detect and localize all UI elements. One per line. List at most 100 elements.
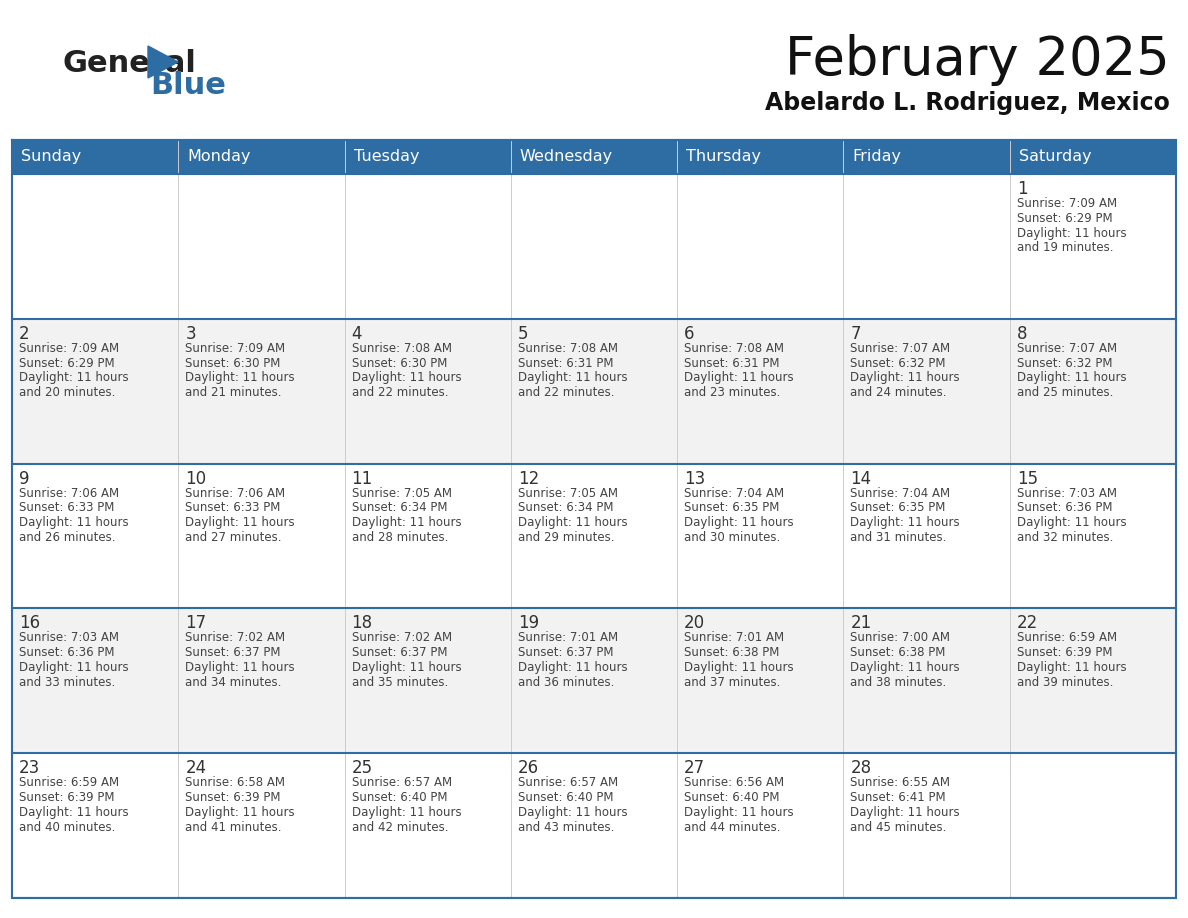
- Text: and 22 minutes.: and 22 minutes.: [352, 386, 448, 399]
- Text: Thursday: Thursday: [687, 150, 762, 164]
- Text: Daylight: 11 hours: Daylight: 11 hours: [851, 372, 960, 385]
- Text: and 29 minutes.: and 29 minutes.: [518, 531, 614, 544]
- Text: 24: 24: [185, 759, 207, 778]
- Text: Sunrise: 6:59 AM: Sunrise: 6:59 AM: [1017, 632, 1117, 644]
- Bar: [511, 464, 677, 609]
- Text: 28: 28: [851, 759, 872, 778]
- Text: Sunset: 6:38 PM: Sunset: 6:38 PM: [851, 646, 946, 659]
- Text: 20: 20: [684, 614, 706, 633]
- Text: February 2025: February 2025: [785, 34, 1170, 86]
- Bar: [843, 319, 1010, 464]
- Text: 2: 2: [19, 325, 30, 342]
- Text: Sunrise: 7:05 AM: Sunrise: 7:05 AM: [518, 487, 618, 499]
- Text: and 24 minutes.: and 24 minutes.: [851, 386, 947, 399]
- Text: 17: 17: [185, 614, 207, 633]
- Text: Sunrise: 7:05 AM: Sunrise: 7:05 AM: [352, 487, 451, 499]
- Text: Abelardo L. Rodriguez, Mexico: Abelardo L. Rodriguez, Mexico: [765, 91, 1170, 115]
- Text: Daylight: 11 hours: Daylight: 11 hours: [352, 661, 461, 674]
- Polygon shape: [148, 46, 178, 78]
- Text: 26: 26: [518, 759, 539, 778]
- Text: Sunrise: 7:03 AM: Sunrise: 7:03 AM: [19, 632, 119, 644]
- Text: Sunset: 6:40 PM: Sunset: 6:40 PM: [352, 791, 447, 804]
- Text: Daylight: 11 hours: Daylight: 11 hours: [851, 806, 960, 819]
- Text: Daylight: 11 hours: Daylight: 11 hours: [1017, 516, 1126, 529]
- Bar: [1010, 174, 1176, 319]
- Text: Sunrise: 7:01 AM: Sunrise: 7:01 AM: [518, 632, 618, 644]
- Text: Daylight: 11 hours: Daylight: 11 hours: [684, 516, 794, 529]
- Text: and 26 minutes.: and 26 minutes.: [19, 531, 115, 544]
- Text: Sunset: 6:37 PM: Sunset: 6:37 PM: [518, 646, 613, 659]
- Text: 14: 14: [851, 470, 872, 487]
- Text: and 33 minutes.: and 33 minutes.: [19, 676, 115, 688]
- Text: and 45 minutes.: and 45 minutes.: [851, 821, 947, 834]
- Bar: [345, 753, 511, 898]
- Bar: [178, 753, 345, 898]
- Text: and 32 minutes.: and 32 minutes.: [1017, 531, 1113, 544]
- Text: Daylight: 11 hours: Daylight: 11 hours: [352, 372, 461, 385]
- Text: Sunrise: 7:00 AM: Sunrise: 7:00 AM: [851, 632, 950, 644]
- Text: Sunrise: 7:03 AM: Sunrise: 7:03 AM: [1017, 487, 1117, 499]
- Text: Sunset: 6:39 PM: Sunset: 6:39 PM: [185, 791, 280, 804]
- Bar: [345, 174, 511, 319]
- Text: and 38 minutes.: and 38 minutes.: [851, 676, 947, 688]
- Text: Sunday: Sunday: [21, 150, 81, 164]
- Bar: [843, 609, 1010, 753]
- Text: 21: 21: [851, 614, 872, 633]
- Text: Daylight: 11 hours: Daylight: 11 hours: [185, 516, 295, 529]
- Text: and 44 minutes.: and 44 minutes.: [684, 821, 781, 834]
- Text: Monday: Monday: [188, 150, 251, 164]
- Text: Daylight: 11 hours: Daylight: 11 hours: [518, 806, 627, 819]
- Bar: [1010, 609, 1176, 753]
- Text: Sunset: 6:34 PM: Sunset: 6:34 PM: [352, 501, 447, 514]
- Bar: [511, 609, 677, 753]
- Bar: [511, 753, 677, 898]
- Text: 8: 8: [1017, 325, 1028, 342]
- Text: Sunrise: 6:59 AM: Sunrise: 6:59 AM: [19, 777, 119, 789]
- Text: Daylight: 11 hours: Daylight: 11 hours: [185, 372, 295, 385]
- Bar: [677, 753, 843, 898]
- Bar: [1010, 464, 1176, 609]
- Text: 12: 12: [518, 470, 539, 487]
- Text: Sunrise: 7:09 AM: Sunrise: 7:09 AM: [1017, 197, 1117, 210]
- Text: Sunrise: 6:57 AM: Sunrise: 6:57 AM: [352, 777, 451, 789]
- Text: Sunrise: 7:01 AM: Sunrise: 7:01 AM: [684, 632, 784, 644]
- Text: Daylight: 11 hours: Daylight: 11 hours: [518, 372, 627, 385]
- Text: Daylight: 11 hours: Daylight: 11 hours: [352, 806, 461, 819]
- Text: 15: 15: [1017, 470, 1038, 487]
- Text: Daylight: 11 hours: Daylight: 11 hours: [684, 806, 794, 819]
- Text: Sunset: 6:34 PM: Sunset: 6:34 PM: [518, 501, 613, 514]
- Text: Wednesday: Wednesday: [520, 150, 613, 164]
- Text: Sunrise: 6:55 AM: Sunrise: 6:55 AM: [851, 777, 950, 789]
- Bar: [178, 464, 345, 609]
- Bar: [677, 319, 843, 464]
- Bar: [12, 464, 178, 609]
- Text: Sunrise: 7:04 AM: Sunrise: 7:04 AM: [851, 487, 950, 499]
- Text: Daylight: 11 hours: Daylight: 11 hours: [518, 516, 627, 529]
- Text: General: General: [62, 49, 196, 77]
- Text: and 43 minutes.: and 43 minutes.: [518, 821, 614, 834]
- Text: Sunrise: 6:57 AM: Sunrise: 6:57 AM: [518, 777, 618, 789]
- Text: Sunset: 6:30 PM: Sunset: 6:30 PM: [352, 356, 447, 370]
- Text: Sunrise: 7:04 AM: Sunrise: 7:04 AM: [684, 487, 784, 499]
- Text: Daylight: 11 hours: Daylight: 11 hours: [19, 372, 128, 385]
- Text: Sunset: 6:30 PM: Sunset: 6:30 PM: [185, 356, 280, 370]
- Text: Daylight: 11 hours: Daylight: 11 hours: [19, 661, 128, 674]
- Text: Sunset: 6:29 PM: Sunset: 6:29 PM: [1017, 212, 1112, 225]
- Bar: [178, 174, 345, 319]
- Bar: [677, 609, 843, 753]
- Bar: [345, 609, 511, 753]
- Text: Daylight: 11 hours: Daylight: 11 hours: [352, 516, 461, 529]
- Text: and 21 minutes.: and 21 minutes.: [185, 386, 282, 399]
- Text: Sunrise: 7:07 AM: Sunrise: 7:07 AM: [1017, 341, 1117, 354]
- Text: Sunset: 6:33 PM: Sunset: 6:33 PM: [19, 501, 114, 514]
- Text: and 34 minutes.: and 34 minutes.: [185, 676, 282, 688]
- Text: Sunrise: 7:07 AM: Sunrise: 7:07 AM: [851, 341, 950, 354]
- Bar: [178, 319, 345, 464]
- Text: and 19 minutes.: and 19 minutes.: [1017, 241, 1113, 254]
- Text: Saturday: Saturday: [1019, 150, 1092, 164]
- Text: Sunrise: 7:08 AM: Sunrise: 7:08 AM: [352, 341, 451, 354]
- Bar: [12, 609, 178, 753]
- Text: Daylight: 11 hours: Daylight: 11 hours: [851, 661, 960, 674]
- Text: 13: 13: [684, 470, 706, 487]
- Text: and 28 minutes.: and 28 minutes.: [352, 531, 448, 544]
